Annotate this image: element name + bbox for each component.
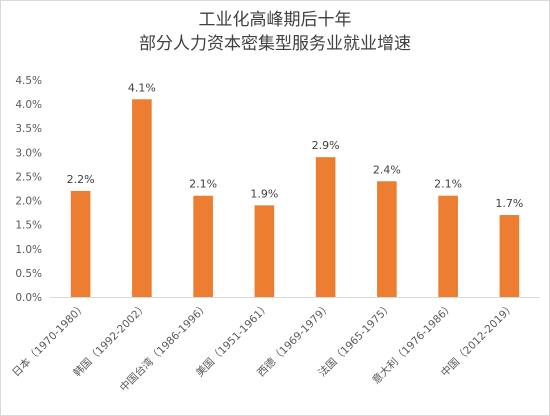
data-label: 2.9% — [312, 139, 340, 152]
chart-title-line-2: 部分人力资本密集型服务业就业增速 — [139, 34, 411, 54]
bar — [193, 195, 213, 297]
y-tick-label: 1.5% — [15, 220, 42, 232]
y-tick-label: 3.0% — [15, 147, 42, 159]
data-label: 1.7% — [495, 197, 523, 210]
bar — [315, 157, 336, 297]
y-tick-label: 4.5% — [15, 75, 42, 87]
data-label: 4.1% — [128, 81, 156, 94]
bar — [254, 205, 275, 297]
y-tick-label: 1.0% — [15, 244, 42, 256]
y-tick-label: 0.5% — [15, 268, 42, 280]
bar — [377, 181, 397, 297]
chart-title-line-1: 工业化高峰期后十年 — [198, 10, 352, 30]
data-label: 2.1% — [434, 178, 462, 191]
y-tick-label: 2.0% — [15, 196, 42, 208]
data-label: 2.2% — [67, 173, 95, 186]
bar — [438, 195, 458, 297]
data-label: 2.4% — [373, 163, 401, 176]
bar — [132, 99, 152, 298]
y-tick-label: 3.5% — [15, 123, 42, 135]
bar — [70, 190, 91, 297]
y-tick-label: 4.0% — [15, 99, 42, 111]
chart-title: 工业化高峰期后十年 部分人力资本密集型服务业就业增速 — [0, 8, 550, 56]
data-label: 1.9% — [250, 187, 278, 200]
data-label: 2.1% — [189, 178, 217, 191]
y-tick-label: 0.0% — [15, 292, 42, 304]
y-tick-label: 2.5% — [15, 171, 42, 183]
bar — [499, 215, 520, 297]
